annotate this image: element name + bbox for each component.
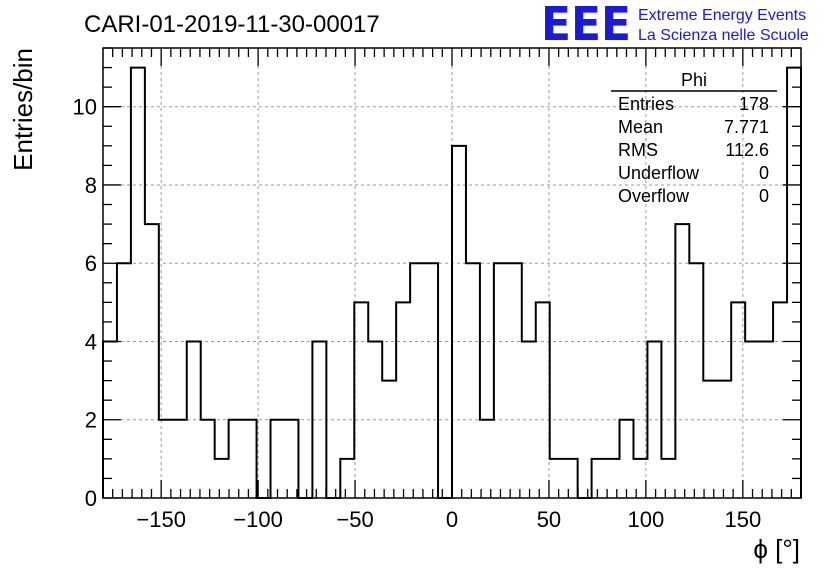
stats-row-label: RMS — [618, 140, 658, 160]
logo-mark: EEE — [541, 0, 631, 51]
y-tick-label: 6 — [85, 251, 97, 276]
stats-row-value: 112.6 — [725, 140, 769, 160]
chart-title: CARI-01-2019-11-30-00017 — [84, 11, 380, 38]
y-axis-title: Entries/bin — [8, 48, 38, 171]
logo-line1: Extreme Energy Events — [638, 7, 806, 24]
stats-row-label: Mean — [618, 117, 663, 137]
x-tick-label: 150 — [724, 507, 761, 532]
stats-row-value: 178 — [739, 94, 769, 114]
axis-ticks — [103, 47, 801, 499]
stats-row-value: 0 — [759, 163, 769, 183]
y-tick-label: 4 — [85, 329, 97, 354]
stats-row-value: 0 — [759, 186, 769, 206]
stats-row-label: Overflow — [618, 186, 690, 206]
y-tick-label: 2 — [85, 408, 97, 433]
x-axis-title: ϕ [°] — [753, 534, 800, 564]
y-tick-label: 10 — [73, 95, 97, 120]
y-tick-label: 0 — [85, 486, 97, 511]
stats-row-label: Underflow — [618, 163, 700, 183]
x-tick-label: −50 — [336, 507, 373, 532]
plot-frame — [102, 47, 802, 499]
stats-row-value: 7.771 — [724, 117, 769, 137]
x-tick-label: −100 — [233, 507, 283, 532]
eee-logo: EEE Extreme Energy Events La Scienza nel… — [541, 0, 809, 51]
y-tick-labels: 0 2 4 6 8 10 — [73, 95, 97, 511]
x-tick-labels: −150 −100 −50 0 50 100 150 — [136, 507, 761, 532]
x-tick-label: 50 — [537, 507, 561, 532]
x-tick-label: 0 — [446, 507, 458, 532]
x-tick-label: 100 — [628, 507, 665, 532]
stats-row-label: Entries — [618, 94, 674, 114]
logo-line2: La Scienza nelle Scuole — [638, 27, 809, 44]
stats-title: Phi — [681, 70, 707, 90]
y-tick-label: 8 — [85, 173, 97, 198]
x-tick-label: −150 — [136, 507, 186, 532]
stats-box: Phi Entries 178 Mean 7.771 RMS 112.6 Underflow… — [611, 70, 777, 206]
